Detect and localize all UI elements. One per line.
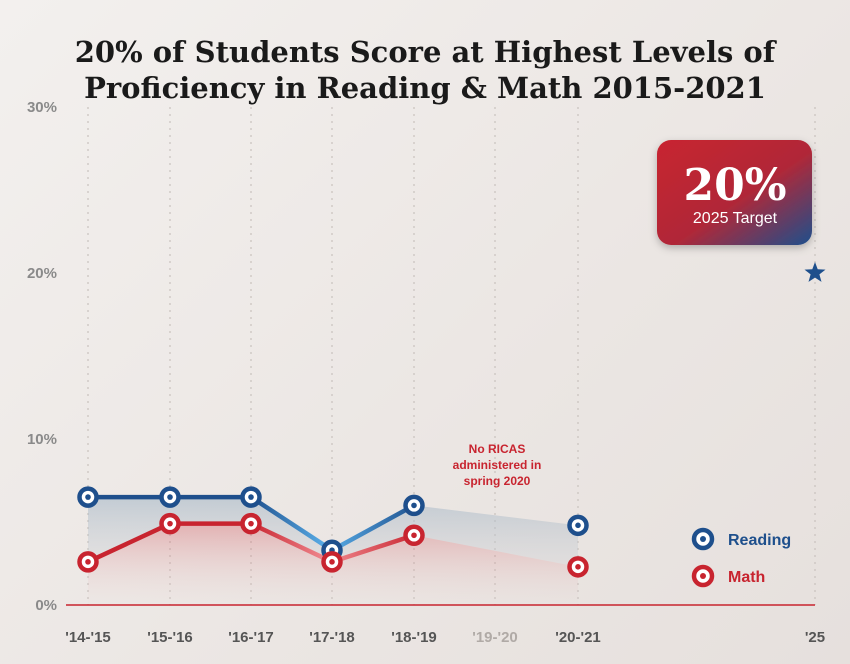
legend-item-reading: Reading	[691, 527, 791, 551]
target-line	[85, 262, 826, 282]
x-tick-label-0: '14-'15	[65, 629, 111, 646]
y-axis: 0% 10% 20% 30%	[27, 99, 57, 614]
math-marker-dot	[411, 532, 417, 539]
reading-marker-dot	[167, 494, 173, 500]
annotation: No RICAS administered in spring 2020	[453, 442, 542, 488]
y-tick-label-2: 20%	[27, 265, 57, 282]
x-tick-label-1: '15-'16	[147, 629, 193, 646]
y-tick-label-0: 0%	[35, 597, 57, 614]
reading-point-4	[403, 494, 425, 517]
y-tick-label-1: 10%	[27, 431, 57, 448]
reading-point-1	[159, 486, 181, 508]
series-points	[77, 486, 589, 578]
target-box-background	[657, 140, 812, 245]
reading-point-2	[240, 486, 262, 508]
x-tick-label-4: '18-'19	[391, 629, 437, 646]
target-box: 20% 2025 Target	[657, 140, 812, 245]
x-tick-label-6: '20-'21	[555, 629, 601, 646]
legend-label-reading: Reading	[728, 532, 791, 549]
math-point-0	[77, 551, 99, 573]
legend-item-math: Math	[691, 564, 765, 588]
math-marker-dot	[167, 520, 173, 527]
reading-marker-dot	[248, 494, 254, 500]
reading-marker-dot	[575, 522, 581, 529]
math-marker-dot	[329, 559, 335, 565]
chart-title-line-1: 20% of Students Score at Highest Levels …	[75, 35, 778, 69]
chart-title-line-2: Proficiency in Reading & Math 2015-2021	[84, 71, 766, 105]
annotation-line-1: No RICAS	[469, 442, 526, 456]
math-marker-dot	[85, 559, 91, 565]
legend-marker-dot-math	[700, 573, 706, 579]
reading-point-0	[77, 486, 99, 508]
y-tick-label-3: 30%	[27, 99, 57, 116]
x-tick-label-3: '17-'18	[309, 629, 355, 646]
math-point-4	[403, 524, 425, 547]
reading-marker-dot	[411, 502, 417, 509]
x-tick-label-5: '19-'20	[472, 629, 518, 646]
math-marker-dot	[248, 520, 254, 527]
target-star-icon	[804, 262, 826, 282]
math-point-1	[159, 512, 181, 535]
x-axis: '14-'15 '15-'16 '16-'17 '17-'18 '18-'19 '19-'…	[65, 629, 825, 646]
x-tick-label-2: '16-'17	[228, 629, 274, 646]
reading-marker-dot	[85, 494, 91, 500]
reading-point-6	[567, 514, 589, 537]
math-marker-dot	[575, 564, 581, 570]
annotation-line-2: administered in	[453, 458, 542, 472]
legend-label-math: Math	[728, 569, 765, 586]
annotation-line-3: spring 2020	[464, 474, 531, 488]
target-label: 2025 Target	[693, 210, 778, 227]
legend: Reading Math	[691, 527, 791, 588]
reading-area	[88, 497, 578, 567]
math-point-6	[567, 556, 589, 578]
math-point-3	[321, 551, 343, 573]
x-tick-label-7: '25	[805, 629, 825, 646]
target-value: 20%	[683, 160, 786, 211]
legend-marker-dot-reading	[700, 536, 706, 542]
math-point-2	[240, 512, 262, 535]
